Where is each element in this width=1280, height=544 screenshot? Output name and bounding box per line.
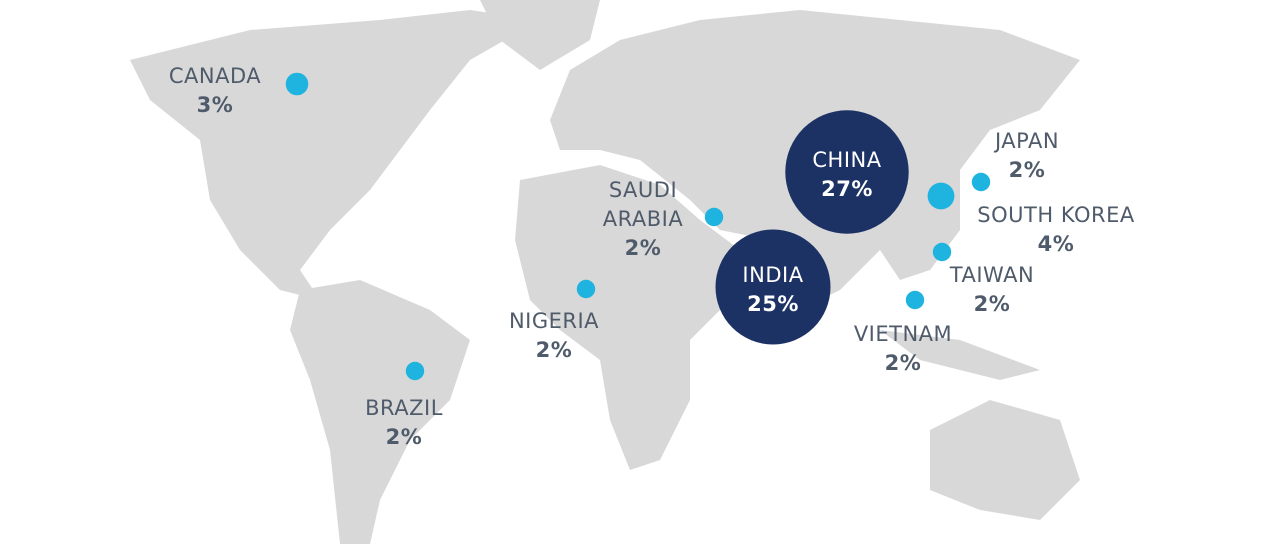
- bubble: [932, 242, 952, 262]
- country-label: BRAZIL 2%: [365, 394, 443, 452]
- bubble: [405, 361, 425, 381]
- share-label: 2%: [1008, 158, 1046, 182]
- greenland: [480, 0, 600, 70]
- country-name: VIETNAM: [853, 322, 953, 346]
- country-label: TAIWAN 2%: [950, 261, 1034, 319]
- country-name: CANADA: [168, 64, 262, 88]
- country-name: SOUTH KOREA: [977, 203, 1135, 227]
- country-label: CANADA 3%: [169, 62, 261, 120]
- share-label: 2%: [884, 351, 922, 375]
- country-label: SOUTH KOREA 4%: [977, 201, 1134, 259]
- bubble: [576, 279, 596, 299]
- bubble: [715, 229, 831, 345]
- country-label: NIGERIA 2%: [509, 307, 599, 365]
- bubble: [905, 290, 925, 310]
- share-label: 2%: [535, 338, 573, 362]
- country-label: CHINA 27%: [812, 146, 881, 204]
- country-name: SAUDI ARABIA: [602, 178, 684, 231]
- bubble: [704, 207, 724, 227]
- bubble: [285, 72, 309, 96]
- africa: [515, 165, 740, 470]
- share-label: 27%: [821, 177, 873, 201]
- share-label: 2%: [385, 425, 423, 449]
- share-label: 4%: [1037, 232, 1075, 256]
- country-label: VIETNAM 2%: [854, 320, 952, 378]
- bubble: [927, 182, 955, 210]
- australia: [930, 400, 1080, 520]
- indonesia: [880, 330, 1040, 380]
- country-name: BRAZIL: [365, 396, 443, 420]
- country-name: INDIA: [742, 263, 804, 287]
- country-label: JAPAN 2%: [995, 127, 1059, 185]
- share-label: 2%: [624, 236, 662, 260]
- south-america: [290, 280, 470, 544]
- country-name: TAIWAN: [949, 263, 1035, 287]
- land: [130, 0, 1080, 544]
- country-name: JAPAN: [994, 129, 1060, 153]
- country-label: INDIA 25%: [742, 261, 803, 319]
- share-label: 25%: [747, 292, 799, 316]
- country-label: SAUDI ARABIA 2%: [588, 176, 698, 263]
- country-name: CHINA: [812, 148, 882, 172]
- bubble: [785, 110, 909, 234]
- country-name: NIGERIA: [508, 309, 600, 333]
- share-label: 2%: [973, 292, 1011, 316]
- share-label: 3%: [196, 93, 234, 117]
- bubble: [971, 172, 991, 192]
- north-america: [130, 10, 540, 300]
